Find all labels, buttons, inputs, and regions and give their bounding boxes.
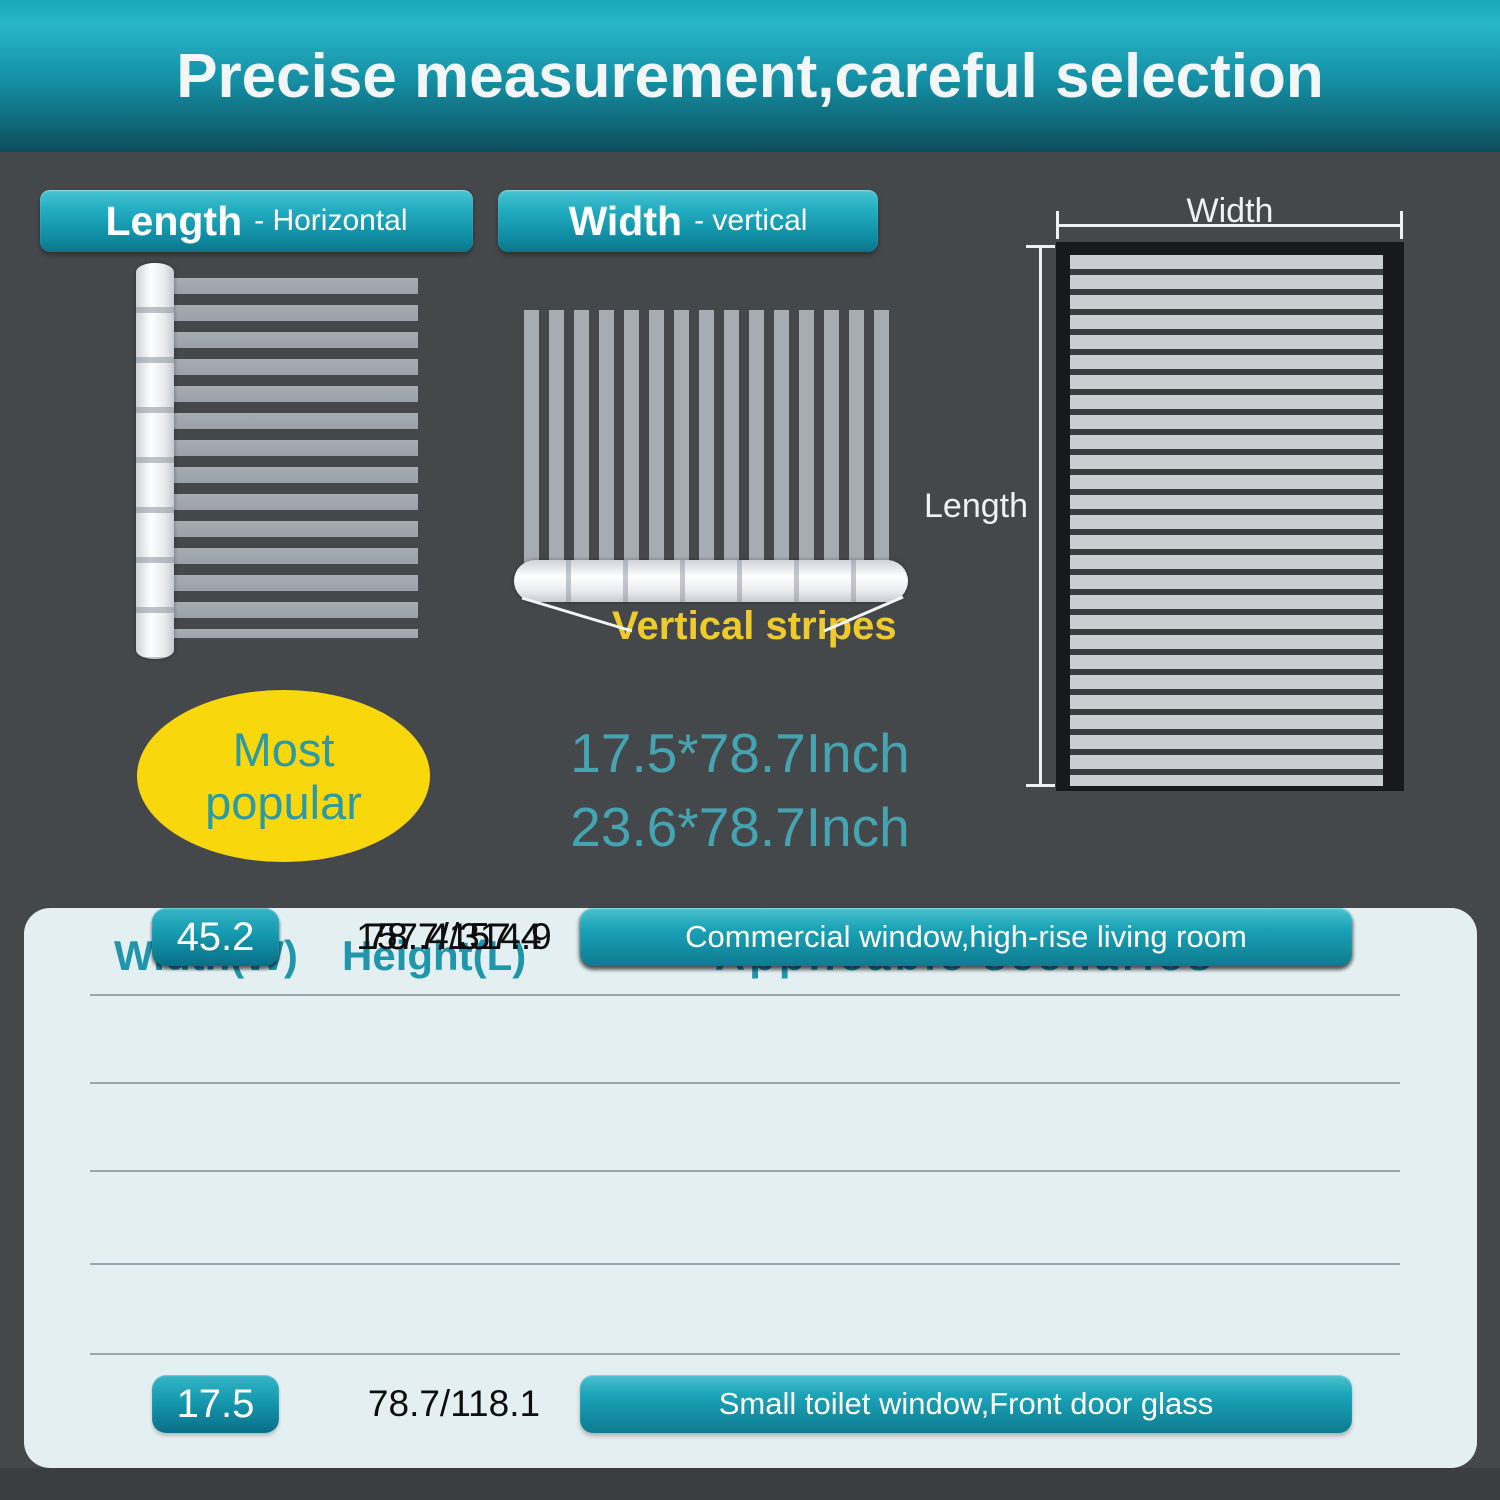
row-divider (90, 1353, 1400, 1355)
height-value: 78.7/157.4 (366, 916, 542, 957)
horizontal-stripes-film-image (170, 278, 418, 638)
row-divider (90, 1170, 1400, 1172)
height-value: 78.7/118.1 (367, 1383, 541, 1424)
length-header-main: Length (105, 197, 243, 244)
most-popular-line2: popular (205, 776, 362, 829)
vertical-stripes-label: Vertical stripes (612, 604, 897, 648)
length-measure-line (1039, 246, 1042, 787)
title-banner: Precise measurement,careful selection (0, 0, 1500, 152)
most-popular-badge: Most popular (137, 690, 430, 862)
bottom-background-strip (0, 1468, 1500, 1500)
row-divider (90, 1263, 1400, 1265)
column-header-height: Height(L) (342, 932, 527, 979)
popular-size-line2: 23.6*78.7Inch (570, 796, 910, 858)
scenario-bar: Small toilet window,Front door glass (580, 1375, 1352, 1433)
page-title: Precise measurement,careful selection (176, 41, 1324, 111)
window-blinds-glass (1070, 255, 1383, 786)
width-measure-tick-right (1400, 211, 1403, 239)
width-measure-line (1057, 224, 1403, 227)
most-popular-line1: Most (232, 723, 335, 776)
width-header-sub: - vertical (694, 204, 808, 237)
vertical-film-roll-image (136, 263, 174, 659)
length-measure-tick-top (1026, 245, 1055, 248)
height-value: 157.4/314.9 (356, 916, 552, 957)
length-measure-tick-bottom (1026, 784, 1055, 787)
height-value: 78.7/157.4 (366, 916, 542, 957)
window-diagram (1056, 242, 1404, 791)
popular-sizes-text: 17.5*78.7Inch 23.6*78.7Inch (520, 716, 960, 864)
table-row: 45.2 157.4/314.9 Commercial window,high-… (24, 908, 1477, 966)
window-width-label: Width (1186, 192, 1274, 230)
width-vertical-header: Width - vertical (498, 190, 878, 252)
size-table-panel: Width(W) Height(L) Applicable scenarios … (24, 908, 1477, 1468)
width-header-main: Width (568, 197, 683, 244)
scenario-bar: Commercial window,high-rise living room (580, 908, 1352, 966)
popular-size-line1: 17.5*78.7Inch (570, 722, 910, 784)
table-row: 17.5 78.7/118.1 Small toilet window,Fron… (24, 1375, 1477, 1433)
horizontal-film-roll-image (514, 560, 908, 602)
width-measure-tick-left (1056, 211, 1059, 239)
row-divider (90, 1082, 1400, 1084)
length-horizontal-header: Length - Horizontal (40, 190, 473, 252)
vertical-stripes-film-image (524, 310, 896, 564)
header-divider (90, 994, 1400, 996)
length-header-sub: - Horizontal (254, 204, 408, 237)
width-badge: 17.5 (152, 1375, 279, 1433)
width-badge: 45.2 (152, 908, 279, 966)
window-length-label: Length (924, 487, 1028, 525)
height-value: 78.7/157.4 (366, 916, 542, 957)
